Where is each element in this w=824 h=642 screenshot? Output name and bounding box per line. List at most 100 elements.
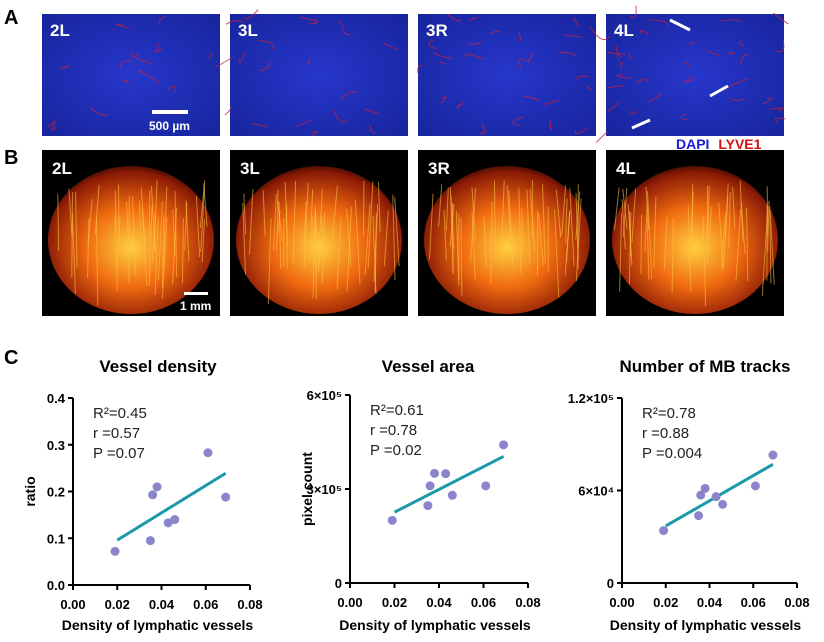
data-point [152,482,162,492]
x-axis-label: Density of lymphatic vessels [610,617,802,633]
x-tick-label: 0.08 [237,597,262,612]
data-point [718,499,728,509]
data-point [221,492,231,502]
ultrasound-image-3r: 3R [418,150,596,316]
x-tick-label: 0.02 [105,597,130,612]
image-label: 4L [614,21,634,40]
y-tick-label: 0 [335,576,342,591]
x-tick-label: 0.02 [653,595,678,610]
y-tick-label: 0.1 [47,531,65,546]
stat-annotation: R²=0.61 [370,402,424,419]
chart-title: Number of MB tracks [620,357,791,376]
x-tick-label: 0.06 [193,597,218,612]
panel-c: Vessel density 0.00 0.02 0.04 0.06 0.08 0.0 0.1… [22,357,810,633]
chart-title: Vessel area [382,357,475,376]
stat-annotation: r =0.78 [370,422,417,439]
panel-label-a: A [4,7,18,29]
arrow-icon [669,18,691,32]
x-tick-label: 0.04 [426,595,452,610]
data-point [441,469,451,479]
x-tick-label: 0.08 [515,595,540,610]
y-axis-label: ratio [22,476,38,506]
data-point [659,526,669,536]
image-label: 2L [52,159,72,178]
data-point [430,468,440,478]
y-tick-label: 1.2×10⁵ [568,391,614,406]
data-point [170,515,180,525]
scatter-chart-3: Number of MB tracks 0.00 0.02 0.04 0.06 0.08 0… [568,357,810,633]
image-label: 3L [240,159,260,178]
arrow-icon [709,84,729,98]
scale-bar-label: 500 µm [149,119,190,133]
data-point [700,483,710,493]
stat-annotation: P =0.004 [642,445,702,462]
regression-line [393,455,505,514]
legend-dapi: DAPI [676,136,709,152]
data-point [148,490,158,500]
y-tick-label: 3×10⁵ [307,482,342,497]
scale-bar [184,292,208,295]
data-point [696,490,706,500]
arrow-icon [631,118,651,130]
x-tick-label: 0.00 [60,597,85,612]
stat-annotation: P =0.07 [93,445,145,462]
regression-line [116,471,227,542]
data-point [481,481,491,491]
x-tick-label: 0.08 [784,595,809,610]
ultrasound-image-3l: 3L [230,150,408,316]
data-point [110,546,120,556]
data-point [750,481,760,491]
x-axis-label: Density of lymphatic vessels [339,617,531,633]
x-tick-label: 0.00 [337,595,362,610]
image-label: 2L [50,21,70,40]
data-point [163,518,173,528]
data-point [694,511,704,521]
data-point [447,490,457,500]
micrograph-4l: 4L [589,5,789,143]
stat-annotation: R²=0.45 [93,405,147,422]
chart-title: Vessel density [99,357,217,376]
legend-lyve1: LYVE1 [718,136,761,152]
micrograph-3l: 3L [214,9,408,137]
data-point [145,536,155,546]
data-point [387,515,397,525]
image-label: 3R [426,21,448,40]
stat-annotation: R²=0.78 [642,405,696,422]
data-point [203,448,213,458]
scale-bar-label: 1 mm [180,299,211,313]
stat-annotation: P =0.02 [370,442,422,459]
x-axis-label: Density of lymphatic vessels [62,617,254,633]
data-point [425,481,435,491]
stat-annotation: r =0.88 [642,425,689,442]
x-tick-label: 0.04 [149,597,175,612]
x-tick-label: 0.06 [471,595,496,610]
x-tick-label: 0.06 [741,595,766,610]
data-point [423,501,433,511]
image-label: 4L [616,159,636,178]
x-tick-label: 0.00 [609,595,634,610]
channel-legend: DAPI LYVE1 [676,136,762,152]
y-tick-label: 6×10⁴ [578,484,614,499]
y-tick-label: 0 [607,576,614,591]
panel-b: 2L 3L 3R 4L 1 mm [42,150,784,316]
scale-bar [152,110,188,114]
y-tick-label: 0.0 [47,578,65,593]
y-tick-label: 0.3 [47,438,65,453]
x-tick-label: 0.04 [697,595,723,610]
panel-label-c: C [4,347,18,369]
y-tick-label: 0.2 [47,485,65,500]
data-point [499,440,509,450]
micrograph-2l: 2L [42,14,220,136]
panel-a: 2L 3L 3R 4L 500 µm [42,5,789,143]
image-label: 3R [428,159,450,178]
stat-annotation: r =0.57 [93,425,140,442]
panel-label-b: B [4,147,18,169]
y-tick-label: 0.4 [47,391,66,406]
micrograph-3r: 3R [417,14,596,136]
scatter-chart-2: Vessel area 0.00 0.02 0.04 0.06 0.08 0 3×10⁵ 6×1… [299,357,541,633]
y-tick-label: 6×10⁵ [307,388,342,403]
y-axis-label: pixel count [299,452,315,526]
x-tick-label: 0.02 [382,595,407,610]
image-label: 3L [238,21,258,40]
